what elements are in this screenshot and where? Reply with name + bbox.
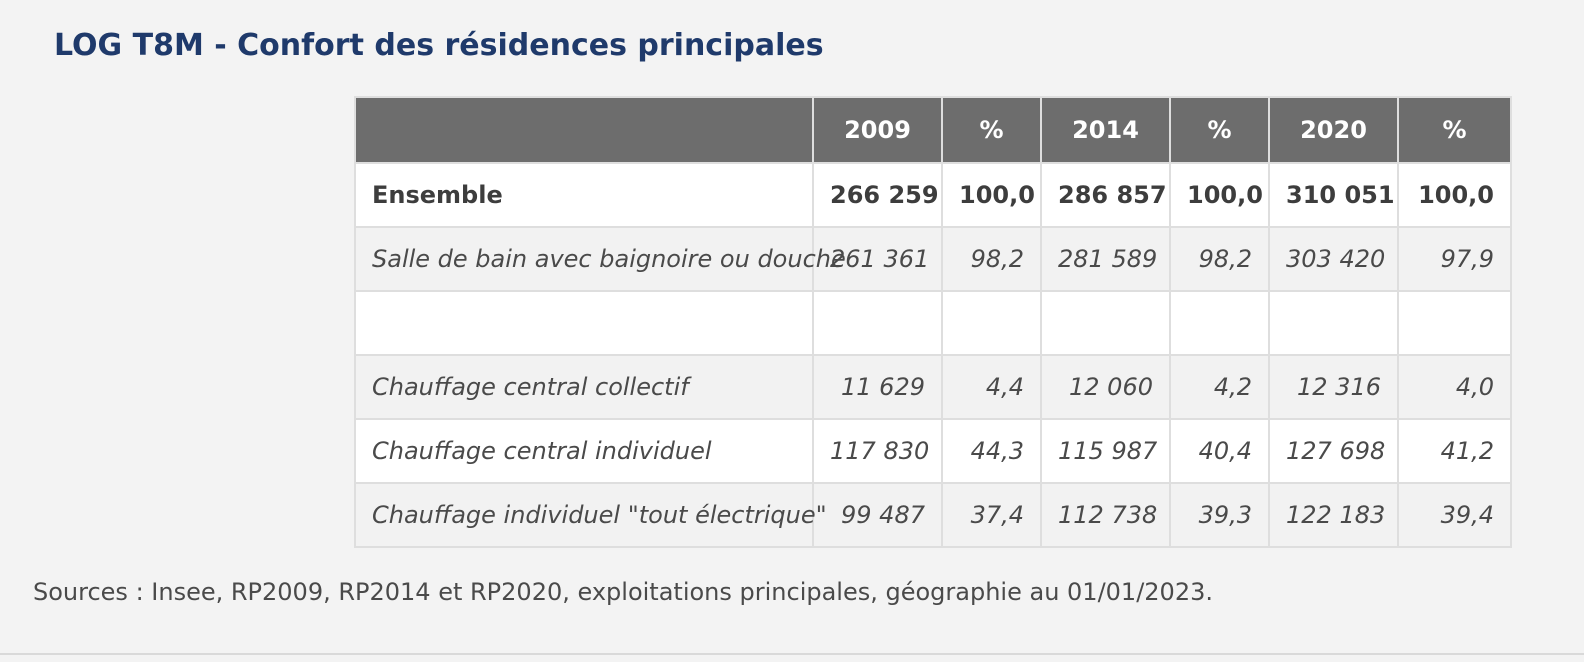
cell-value: 4,2 <box>1169 354 1270 420</box>
header-percent-2020: % <box>1397 96 1512 164</box>
cell-value: 99 487 <box>812 482 943 548</box>
table-row-tout-electrique: Chauffage individuel "tout électrique" 9… <box>354 482 1512 548</box>
header-year-2020: 2020 <box>1268 96 1399 164</box>
cell-value: 100,0 <box>1397 162 1512 228</box>
cell-value: 97,9 <box>1397 226 1512 292</box>
cell-value: 4,0 <box>1397 354 1512 420</box>
bottom-divider <box>0 653 1584 655</box>
cell-value <box>1268 290 1399 356</box>
table-row-ensemble: Ensemble 266 259 100,0 286 857 100,0 310… <box>354 162 1512 228</box>
cell-value: 100,0 <box>941 162 1042 228</box>
cell-value: 261 361 <box>812 226 943 292</box>
table-row-salle-de-bain: Salle de bain avec baignoire ou douche 2… <box>354 226 1512 292</box>
cell-value: 39,3 <box>1169 482 1270 548</box>
cell-value: 44,3 <box>941 418 1042 484</box>
header-year-2014: 2014 <box>1040 96 1171 164</box>
cell-value: 41,2 <box>1397 418 1512 484</box>
row-label: Ensemble <box>354 162 814 228</box>
table-row-chauffage-individuel: Chauffage central individuel 117 830 44,… <box>354 418 1512 484</box>
cell-value: 303 420 <box>1268 226 1399 292</box>
table-row-chauffage-collectif: Chauffage central collectif 11 629 4,4 1… <box>354 354 1512 420</box>
cell-value <box>941 290 1042 356</box>
cell-value <box>1040 290 1171 356</box>
page-title: LOG T8M - Confort des résidences princip… <box>54 28 824 63</box>
header-percent-2009: % <box>941 96 1042 164</box>
table-container: 2009 % 2014 % 2020 % Ensemble 266 259 10… <box>354 96 1512 548</box>
table-row-empty <box>354 290 1512 356</box>
cell-value: 310 051 <box>1268 162 1399 228</box>
row-label: Chauffage central collectif <box>354 354 814 420</box>
row-label <box>354 290 814 356</box>
row-label: Salle de bain avec baignoire ou douche <box>354 226 846 292</box>
cell-value: 122 183 <box>1268 482 1399 548</box>
cell-value: 266 259 <box>812 162 943 228</box>
cell-value <box>1169 290 1270 356</box>
cell-value: 98,2 <box>1169 226 1270 292</box>
cell-value: 100,0 <box>1169 162 1270 228</box>
header-year-2009: 2009 <box>812 96 943 164</box>
cell-value: 98,2 <box>941 226 1042 292</box>
cell-value: 127 698 <box>1268 418 1399 484</box>
row-label: Chauffage individuel "tout électrique" <box>354 482 827 548</box>
cell-value: 117 830 <box>812 418 943 484</box>
cell-value: 39,4 <box>1397 482 1512 548</box>
cell-value: 4,4 <box>941 354 1042 420</box>
cell-value <box>1397 290 1512 356</box>
cell-value: 12 060 <box>1040 354 1171 420</box>
cell-value: 112 738 <box>1040 482 1171 548</box>
table-header-row: 2009 % 2014 % 2020 % <box>354 96 1512 164</box>
cell-value: 11 629 <box>812 354 943 420</box>
cell-value: 37,4 <box>941 482 1042 548</box>
cell-value <box>812 290 943 356</box>
source-note: Sources : Insee, RP2009, RP2014 et RP202… <box>33 578 1213 606</box>
cell-value: 12 316 <box>1268 354 1399 420</box>
cell-value: 115 987 <box>1040 418 1171 484</box>
row-label: Chauffage central individuel <box>354 418 814 484</box>
cell-value: 281 589 <box>1040 226 1171 292</box>
header-percent-2014: % <box>1169 96 1270 164</box>
header-label-cell <box>354 96 814 164</box>
cell-value: 40,4 <box>1169 418 1270 484</box>
comfort-table: 2009 % 2014 % 2020 % Ensemble 266 259 10… <box>354 96 1512 548</box>
cell-value: 286 857 <box>1040 162 1171 228</box>
